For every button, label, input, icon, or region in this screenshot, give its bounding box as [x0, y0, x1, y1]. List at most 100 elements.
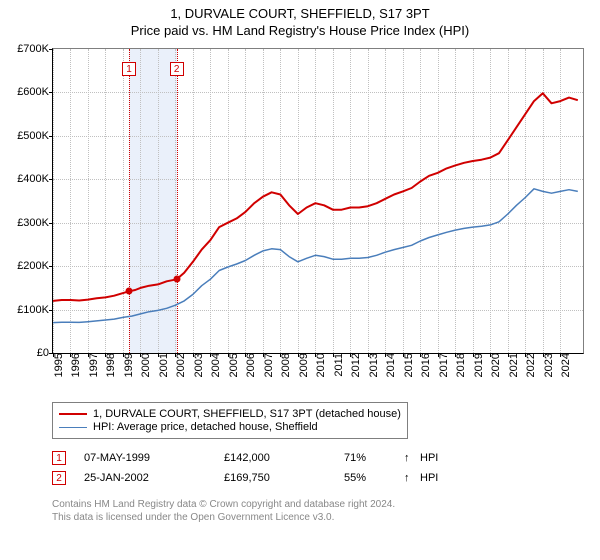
- y-axis-tick-label: £200K: [17, 260, 53, 272]
- x-axis-tick-mark: [193, 353, 194, 357]
- transaction-dir: ↑: [404, 472, 420, 484]
- x-axis-tick-mark: [245, 353, 246, 357]
- x-axis-tick-mark: [350, 353, 351, 357]
- transaction-point: [126, 288, 133, 295]
- transaction-ref: HPI: [420, 472, 460, 484]
- x-axis-tick-mark: [140, 353, 141, 357]
- x-axis-tick-mark: [403, 353, 404, 357]
- x-axis-tick-mark: [53, 353, 54, 357]
- x-axis-tick-mark: [123, 353, 124, 357]
- footer-line-1: Contains HM Land Registry data © Crown c…: [52, 498, 395, 511]
- y-axis-tick-label: £300K: [17, 217, 53, 229]
- legend-row: HPI: Average price, detached house, Shef…: [59, 421, 401, 433]
- x-axis-tick-mark: [455, 353, 456, 357]
- x-axis-tick-label: 2001: [154, 353, 170, 377]
- transaction-marker: 1: [52, 451, 66, 465]
- legend-label: 1, DURVALE COURT, SHEFFIELD, S17 3PT (de…: [93, 408, 401, 420]
- x-axis-tick-mark: [473, 353, 474, 357]
- x-axis-tick-label: 1995: [49, 353, 65, 377]
- x-axis-tick-label: 2014: [381, 353, 397, 377]
- transaction-dir: ↑: [404, 452, 420, 464]
- x-axis-tick-label: 2016: [416, 353, 432, 377]
- x-axis-tick-label: 2004: [206, 353, 222, 377]
- y-axis-tick-label: £700K: [17, 43, 53, 55]
- x-axis-tick-label: 2019: [469, 353, 485, 377]
- transaction-price: £142,000: [224, 452, 344, 464]
- series-hpi: [53, 189, 578, 323]
- x-axis-tick-mark: [280, 353, 281, 357]
- x-axis-tick-label: 2005: [224, 353, 240, 377]
- x-axis-tick-mark: [228, 353, 229, 357]
- legend-swatch: [59, 413, 87, 415]
- x-axis-tick-mark: [385, 353, 386, 357]
- x-axis-tick-label: 1996: [66, 353, 82, 377]
- x-axis-tick-label: 2023: [539, 353, 555, 377]
- chart-container: 1, DURVALE COURT, SHEFFIELD, S17 3PT Pri…: [0, 0, 600, 560]
- x-axis-tick-label: 2024: [556, 353, 572, 377]
- x-axis-tick-mark: [210, 353, 211, 357]
- x-axis-tick-label: 2003: [189, 353, 205, 377]
- transaction-date: 25-JAN-2002: [84, 472, 224, 484]
- legend-row: 1, DURVALE COURT, SHEFFIELD, S17 3PT (de…: [59, 408, 401, 420]
- x-axis-tick-label: 2020: [486, 353, 502, 377]
- transaction-pct: 55%: [344, 472, 404, 484]
- x-axis-tick-mark: [158, 353, 159, 357]
- x-axis-tick-mark: [368, 353, 369, 357]
- x-axis-tick-label: 2011: [329, 353, 345, 377]
- transaction-date: 07-MAY-1999: [84, 452, 224, 464]
- title-block: 1, DURVALE COURT, SHEFFIELD, S17 3PT Pri…: [0, 0, 600, 38]
- x-axis-tick-label: 2012: [346, 353, 362, 377]
- x-axis-tick-mark: [333, 353, 334, 357]
- transaction-marker: 2: [52, 471, 66, 485]
- x-axis-tick-mark: [490, 353, 491, 357]
- x-axis-tick-label: 2022: [521, 353, 537, 377]
- x-axis-tick-label: 2018: [451, 353, 467, 377]
- x-axis-tick-mark: [438, 353, 439, 357]
- x-axis-tick-mark: [315, 353, 316, 357]
- y-axis-tick-label: £400K: [17, 173, 53, 185]
- x-axis-tick-label: 2008: [276, 353, 292, 377]
- x-axis-tick-mark: [263, 353, 264, 357]
- footer-line-2: This data is licensed under the Open Gov…: [52, 511, 395, 524]
- x-axis-tick-mark: [105, 353, 106, 357]
- x-axis-tick-label: 2017: [434, 353, 450, 377]
- x-axis-tick-mark: [298, 353, 299, 357]
- x-axis-tick-label: 1999: [119, 353, 135, 377]
- x-axis-tick-label: 2021: [504, 353, 520, 377]
- footer-attribution: Contains HM Land Registry data © Crown c…: [52, 498, 395, 524]
- legend-label: HPI: Average price, detached house, Shef…: [93, 421, 318, 433]
- x-axis-tick-label: 2007: [259, 353, 275, 377]
- x-axis-tick-label: 2002: [171, 353, 187, 377]
- x-axis-tick-mark: [525, 353, 526, 357]
- y-axis-tick-label: £600K: [17, 86, 53, 98]
- x-axis-tick-label: 2010: [311, 353, 327, 377]
- transaction-point: [173, 276, 180, 283]
- transactions-table: 1 07-MAY-1999£142,00071%↑HPI 2 25-JAN-2002£…: [52, 448, 460, 488]
- x-axis-tick-mark: [560, 353, 561, 357]
- x-axis-tick-label: 2015: [399, 353, 415, 377]
- y-axis-tick-label: £500K: [17, 130, 53, 142]
- x-axis-tick-mark: [420, 353, 421, 357]
- x-axis-tick-mark: [70, 353, 71, 357]
- x-axis-tick-label: 1998: [101, 353, 117, 377]
- x-axis-tick-label: 2000: [136, 353, 152, 377]
- x-axis-tick-label: 2009: [294, 353, 310, 377]
- transaction-price: £169,750: [224, 472, 344, 484]
- x-axis-tick-mark: [175, 353, 176, 357]
- chart-title-address: 1, DURVALE COURT, SHEFFIELD, S17 3PT: [0, 6, 600, 21]
- x-axis-tick-mark: [88, 353, 89, 357]
- plot-area: £0£100K£200K£300K£400K£500K£600K£700K199…: [52, 48, 584, 354]
- chart-subtitle: Price paid vs. HM Land Registry's House …: [0, 23, 600, 38]
- y-axis-tick-label: £100K: [17, 304, 53, 316]
- x-axis-tick-label: 1997: [84, 353, 100, 377]
- transaction-row: 2 25-JAN-2002£169,75055%↑HPI: [52, 468, 460, 488]
- x-axis-tick-label: 2013: [364, 353, 380, 377]
- transaction-pct: 71%: [344, 452, 404, 464]
- legend-swatch: [59, 427, 87, 428]
- transaction-row: 1 07-MAY-1999£142,00071%↑HPI: [52, 448, 460, 468]
- x-axis-tick-mark: [508, 353, 509, 357]
- x-axis-tick-label: 2006: [241, 353, 257, 377]
- transaction-ref: HPI: [420, 452, 460, 464]
- x-axis-tick-mark: [543, 353, 544, 357]
- legend-box: 1, DURVALE COURT, SHEFFIELD, S17 3PT (de…: [52, 402, 408, 439]
